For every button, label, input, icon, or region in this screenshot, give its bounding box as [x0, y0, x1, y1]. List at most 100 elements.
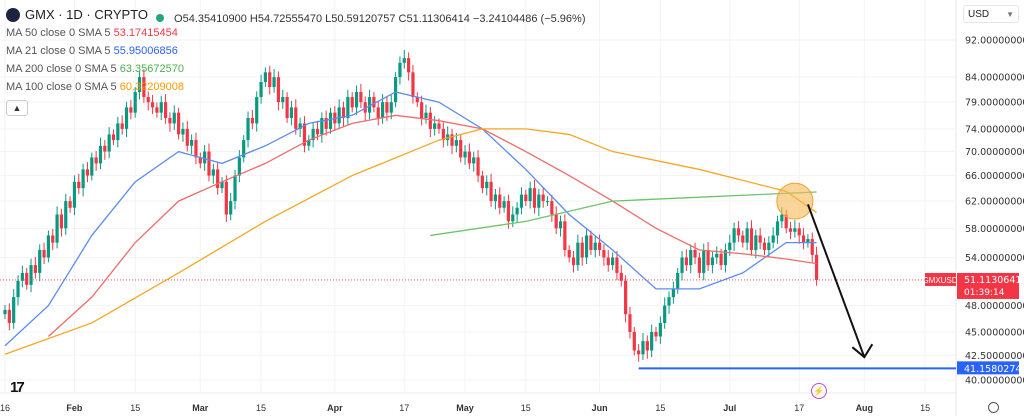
support-price-tag	[957, 361, 1019, 375]
symbol-title[interactable]: GMX · 1D · CRYPTO	[6, 6, 148, 24]
candle-body	[441, 128, 445, 141]
candle-body	[576, 242, 580, 266]
candle-body	[233, 175, 237, 202]
settings-icon[interactable]	[988, 402, 999, 413]
candle-body	[350, 97, 354, 108]
candle-body	[485, 181, 489, 189]
candle-body	[229, 201, 233, 215]
candle-body	[459, 140, 463, 158]
candle-body	[637, 350, 641, 355]
candle-body	[346, 97, 350, 118]
candle-body	[341, 107, 346, 118]
candle-body	[706, 250, 710, 266]
x-tick-label: 15	[655, 403, 665, 413]
candle-body	[511, 214, 515, 222]
candle-body	[641, 341, 645, 355]
candle-body	[793, 228, 797, 232]
candle-body	[680, 257, 684, 273]
moving-average-line	[4, 91, 817, 347]
candle-body	[814, 254, 819, 280]
indicator-label: MA 200 close 0 SMA 5	[6, 63, 117, 75]
candle-body	[311, 128, 315, 141]
current-price-tag	[957, 272, 1019, 299]
candle-body	[220, 181, 224, 189]
y-tick-label: 54.00000000	[965, 253, 1024, 264]
candle-body	[129, 107, 133, 113]
candle-body	[658, 322, 662, 337]
candle-body	[120, 123, 124, 129]
arrow-line	[806, 204, 866, 358]
candle-body	[498, 194, 502, 208]
candle-body	[758, 235, 762, 243]
candle-body	[663, 305, 667, 323]
candle-body	[389, 102, 393, 113]
currency-select[interactable]: USD ▼	[963, 5, 1019, 23]
candle-body	[728, 242, 732, 251]
candle-body	[797, 228, 801, 236]
x-tick-label: Mar	[192, 403, 209, 413]
candle-body	[133, 91, 137, 113]
x-tick-label: May	[456, 403, 474, 413]
candle-body	[502, 201, 506, 208]
x-tick-label: 15	[130, 403, 140, 413]
indicator-1[interactable]: MA 21 close 0 SMA 5 55.95006856	[6, 42, 585, 60]
candle-body	[250, 117, 254, 124]
candle-body	[380, 102, 385, 118]
candle-body	[424, 112, 428, 118]
x-tick-label: 15	[521, 403, 531, 413]
candle-body	[545, 201, 550, 203]
candle-body	[12, 297, 16, 323]
moving-average-line	[4, 128, 817, 355]
candle-body	[281, 97, 285, 103]
candle-body	[593, 242, 597, 251]
indicator-0[interactable]: MA 50 close 0 SMA 5 53.17415454	[6, 24, 585, 42]
indicator-label: MA 100 close 0 SMA 5	[6, 81, 117, 93]
candle-body	[519, 194, 524, 208]
candle-body	[571, 257, 576, 266]
candle-body	[580, 242, 584, 258]
y-tick-label: 45.00000000	[965, 327, 1024, 338]
lightning-icon[interactable]: ⚡	[811, 383, 827, 399]
candle-body	[745, 228, 749, 243]
indicator-2[interactable]: MA 200 close 0 SMA 5 63.35672570	[6, 60, 585, 78]
candle-body	[146, 97, 150, 103]
candle-body	[289, 107, 294, 118]
tradingview-logo[interactable]: 17	[10, 379, 25, 396]
candle-body	[806, 239, 810, 243]
candle-body	[702, 250, 706, 273]
candle-body	[320, 117, 324, 135]
x-tick-label: Apr	[327, 403, 343, 413]
candle-body	[328, 112, 333, 129]
chevron-down-icon: ▼	[1006, 10, 1014, 19]
candle-body	[524, 194, 528, 202]
candle-body	[801, 235, 806, 243]
candle-body	[276, 77, 281, 103]
candle-body	[324, 117, 328, 129]
candle-body	[285, 97, 289, 118]
candle-body	[59, 214, 64, 229]
candle-body	[710, 257, 715, 266]
y-tick-label: 92.00000000	[965, 36, 1024, 47]
candle-body	[615, 257, 619, 273]
candle-body	[597, 242, 602, 251]
candle-body	[259, 82, 263, 98]
indicator-3[interactable]: MA 100 close 0 SMA 5 60.32209008	[6, 78, 585, 96]
candle-body	[216, 169, 220, 189]
y-tick-label: 42.50000000	[965, 351, 1024, 362]
candle-body	[506, 201, 511, 222]
moving-average-line	[47, 114, 817, 337]
candle-body	[476, 157, 480, 176]
candle-body	[645, 341, 649, 351]
candle-body	[315, 128, 320, 135]
candle-body	[372, 97, 376, 108]
candle-body	[94, 157, 98, 164]
candle-body	[64, 201, 68, 229]
candle-body	[85, 169, 90, 176]
highlight-circle	[776, 182, 814, 220]
market-status-icon	[156, 14, 165, 22]
candle-body	[163, 102, 168, 118]
candle-body	[667, 297, 671, 306]
collapse-legend-button[interactable]: ▲	[6, 100, 28, 116]
